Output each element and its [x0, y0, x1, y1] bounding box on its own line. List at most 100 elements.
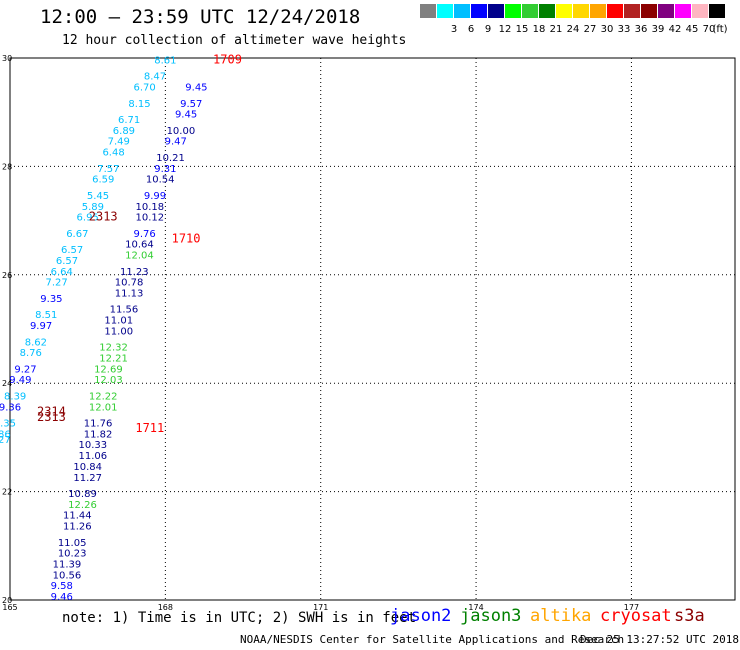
wave-height-value: 7.35 — [0, 419, 16, 430]
wave-height-value: 9.36 — [0, 402, 21, 413]
pass-time-label: 1710 — [172, 231, 201, 245]
colorbar-swatch — [539, 4, 555, 18]
wave-height-value: 7.49 — [108, 137, 130, 148]
colorbar-label: 36 — [635, 24, 648, 35]
wave-height-value: 10.89 — [68, 489, 97, 500]
colorbar-swatch — [641, 4, 657, 18]
wave-height-value: 12.26 — [68, 500, 97, 511]
colorbar-label: 33 — [618, 24, 631, 35]
colorbar-swatch — [624, 4, 640, 18]
colorbar-label: 18 — [533, 24, 546, 35]
colorbar-label: 42 — [669, 24, 682, 35]
wave-height-value: 12.03 — [94, 375, 123, 386]
wave-height-value: 12.21 — [99, 354, 128, 365]
y-tick-label: 20 — [2, 596, 12, 605]
wave-height-value: 11.26 — [63, 522, 92, 533]
legend-altika: altika — [530, 606, 592, 626]
wave-height-value: 11.44 — [63, 511, 92, 522]
wave-height-value: 8.61 — [154, 55, 176, 66]
wave-height-value: 12.01 — [89, 402, 118, 413]
wave-height-value: 6.95 — [77, 213, 99, 224]
colorbar-swatch — [692, 4, 708, 18]
wave-height-value: 11.06 — [79, 451, 108, 462]
wave-height-value: 6.57 — [61, 245, 83, 256]
chart-subtitle: 12 hour collection of altimeter wave hei… — [62, 33, 407, 48]
plot-frame — [9, 57, 736, 601]
wave-height-value: 8.47 — [144, 72, 166, 83]
wave-height-value: 7.86 — [0, 429, 11, 440]
wave-height-value: 6.89 — [113, 126, 135, 137]
colorbar-swatch — [522, 4, 538, 18]
wave-height-value: 11.05 — [58, 538, 87, 549]
wave-height-value: 8.27 — [0, 435, 11, 446]
wave-height-value: 10.84 — [73, 462, 102, 473]
colorbar-label: 30 — [601, 24, 614, 35]
wave-height-value: 8.39 — [4, 391, 26, 402]
legend-jason2: jason2 — [390, 606, 452, 626]
x-tick-label: 174 — [468, 603, 483, 612]
credit-line: NOAA/NESDIS Center for Satellite Applica… — [240, 633, 625, 646]
wave-height-value: 6.48 — [102, 148, 124, 159]
wave-height-value: 10.33 — [79, 440, 108, 451]
wave-height-value: 12.32 — [99, 343, 128, 354]
wave-height-value: 10.21 — [156, 153, 185, 164]
x-tick-label: 165 — [2, 603, 17, 612]
wave-height-value: 6.57 — [56, 256, 78, 267]
wave-height-value: 12.04 — [125, 251, 154, 262]
wave-height-value: 8.51 — [35, 310, 57, 321]
wave-height-value: 9.46 — [51, 592, 73, 603]
color-scale-bar: 3 6 9 12 15 18 21 24 27 30 33 36 39 42 45 70(ft) — [420, 4, 728, 35]
wave-height-value: 7.57 — [97, 164, 119, 175]
wave-height-value: 9.57 — [180, 99, 202, 110]
wave-height-value: 12.22 — [89, 391, 118, 402]
wave-height-value: 8.15 — [128, 99, 150, 110]
colorbar-swatch — [505, 4, 521, 18]
wave-height-value: 12.69 — [94, 364, 123, 375]
colorbar-swatch — [454, 4, 470, 18]
wave-height-value: 9.49 — [9, 375, 31, 386]
wave-height-value: 11.01 — [104, 316, 133, 327]
wave-height-value: 6.67 — [66, 229, 88, 240]
units-note: note: 1) Time is in UTC; 2) SWH is in fe… — [62, 610, 417, 626]
wave-height-value: 10.12 — [136, 213, 165, 224]
y-tick-label: 22 — [2, 488, 12, 497]
wave-height-value: 9.76 — [134, 229, 156, 240]
wave-height-value: 10.00 — [167, 126, 196, 137]
wave-height-value: 9.45 — [175, 110, 197, 121]
colorbar-swatch — [607, 4, 623, 18]
pass-time-label: 1711 — [135, 421, 164, 435]
colorbar-swatch — [488, 4, 504, 18]
wave-height-value: 9.58 — [51, 581, 73, 592]
colorbar-swatch — [471, 4, 487, 18]
wave-height-value: 10.64 — [125, 240, 154, 251]
wave-height-value: 10.56 — [53, 570, 82, 581]
legend-jason3: jason3 — [460, 606, 522, 626]
colorbar-swatch — [709, 4, 725, 18]
colorbar-label: 24 — [567, 24, 580, 35]
colorbar-label: 27 — [584, 24, 597, 35]
wave-height-value: 10.23 — [58, 549, 87, 560]
wave-height-value: 5.89 — [82, 202, 104, 213]
wave-height-value: 6.71 — [118, 115, 140, 126]
wave-height-value: 11.23 — [120, 267, 149, 278]
wave-height-value: 9.31 — [154, 164, 176, 175]
wave-height-value: 5.45 — [87, 191, 109, 202]
pass-time-label: 2313 — [37, 410, 66, 424]
colorbar-label: 70 — [703, 24, 716, 35]
pass-time-label: 2314 — [37, 405, 66, 419]
y-tick-label: 30 — [2, 54, 12, 63]
colorbar-label: 15 — [516, 24, 529, 35]
colorbar-label: 3 — [451, 24, 457, 35]
wave-height-value: 8.76 — [20, 348, 42, 359]
colorbar-unit: (ft) — [712, 24, 727, 35]
x-tick-label: 171 — [313, 603, 328, 612]
colorbar-label: 39 — [652, 24, 665, 35]
colorbar-swatch — [658, 4, 674, 18]
wave-height-value: 11.82 — [84, 429, 113, 440]
generated-timestamp: Dec 25 13:27:52 UTC 2018 — [580, 633, 739, 646]
legend-cryosat: cryosat — [600, 606, 672, 626]
wave-height-value: 9.45 — [185, 83, 207, 94]
wave-height-value: 11.27 — [73, 473, 102, 484]
wave-height-value: 10.54 — [146, 175, 175, 186]
